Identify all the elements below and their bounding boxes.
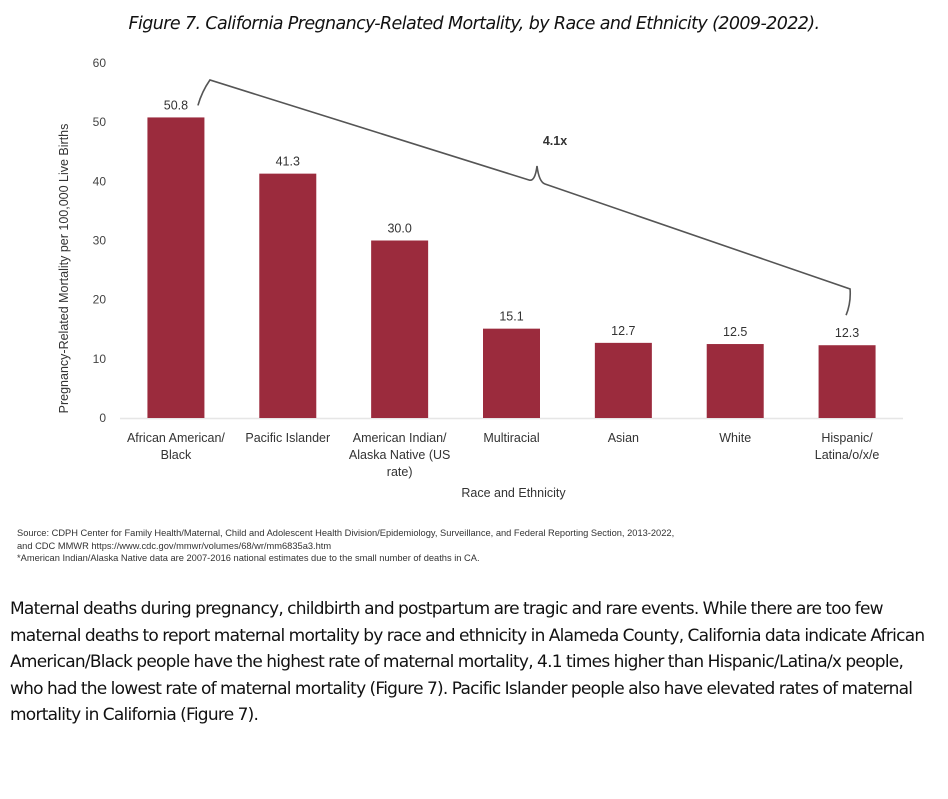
x-tick-label: Pacific Islander bbox=[245, 431, 330, 445]
data-labels: 50.8 41.3 30.0 15.1 12.7 12.5 12.3 bbox=[164, 98, 860, 340]
data-label: 15.1 bbox=[499, 310, 523, 324]
x-tick-label: Asian bbox=[608, 431, 639, 445]
x-tick-label-line: Pacific Islander bbox=[245, 431, 330, 445]
source-notes: Source: CDPH Center for Family Health/Ma… bbox=[17, 527, 917, 565]
source-line: Source: CDPH Center for Family Health/Ma… bbox=[17, 528, 675, 538]
data-label: 41.3 bbox=[276, 155, 300, 169]
x-tick-label: African American/Black bbox=[127, 431, 225, 462]
y-tick-label: 20 bbox=[93, 293, 107, 307]
bar bbox=[818, 345, 876, 418]
data-label: 12.5 bbox=[723, 325, 747, 339]
y-tick-label: 0 bbox=[99, 411, 106, 425]
x-tick-label-line: White bbox=[719, 431, 751, 445]
x-tick-label-line: rate) bbox=[387, 465, 413, 479]
x-tick-label-line: Latina/o/x/e bbox=[815, 448, 880, 462]
x-tick-label-line: Black bbox=[161, 448, 192, 462]
y-axis-title: Pregnancy-Related Mortality per 100,000 … bbox=[57, 124, 71, 414]
body-paragraph: Maternal deaths during pregnancy, childb… bbox=[10, 599, 925, 725]
bar bbox=[259, 173, 317, 418]
data-label: 30.0 bbox=[387, 222, 411, 236]
bar-chart: 0 10 20 30 40 50 60 50.8 41.3 30.0 15.1 12.7 12.5 12… bbox=[57, 56, 903, 500]
x-tick-label-line: Alaska Native (US bbox=[349, 448, 450, 462]
bar bbox=[371, 240, 429, 418]
x-axis-labels: African American/Black Pacific Islander Am… bbox=[127, 431, 879, 479]
x-tick-label-line: Hispanic/ bbox=[821, 431, 873, 445]
y-tick-label: 60 bbox=[93, 56, 107, 70]
data-label: 12.7 bbox=[611, 324, 635, 338]
data-label: 12.3 bbox=[835, 326, 859, 340]
bars bbox=[147, 117, 876, 418]
bar bbox=[594, 342, 652, 418]
y-tick-label: 50 bbox=[93, 115, 107, 129]
x-tick-label: American Indian/Alaska Native (US rate) bbox=[349, 431, 450, 479]
y-tick-label: 40 bbox=[93, 174, 107, 188]
x-tick-label: Hispanic/Latina/o/x/e bbox=[815, 431, 880, 462]
source-line: and CDC MMWR https://www.cdc.gov/mmwr/vo… bbox=[17, 540, 332, 551]
bar bbox=[483, 328, 540, 418]
x-tick-label-line: African American/ bbox=[127, 431, 225, 445]
ratio-annotation: 4.1x bbox=[543, 134, 567, 148]
data-label: 50.8 bbox=[164, 98, 188, 112]
bar bbox=[147, 117, 205, 418]
x-tick-label-line: Multiracial bbox=[483, 431, 539, 445]
figure-title: Figure 7. California Pregnancy-Related M… bbox=[128, 14, 821, 34]
y-tick-label: 30 bbox=[93, 234, 107, 248]
source-footnote: *American Indian/Alaska Native data are … bbox=[17, 553, 480, 563]
x-tick-label: Multiracial bbox=[483, 431, 539, 445]
x-axis-title: Race and Ethnicity bbox=[461, 486, 566, 500]
bar bbox=[706, 344, 764, 418]
y-tick-label: 10 bbox=[93, 352, 107, 366]
x-tick-label-line: American Indian/ bbox=[353, 431, 447, 445]
x-tick-label-line: Asian bbox=[608, 431, 639, 445]
ratio-bracket bbox=[197, 79, 852, 316]
x-tick-label: White bbox=[719, 431, 751, 445]
y-axis-ticks: 0 10 20 30 40 50 60 bbox=[93, 56, 107, 425]
